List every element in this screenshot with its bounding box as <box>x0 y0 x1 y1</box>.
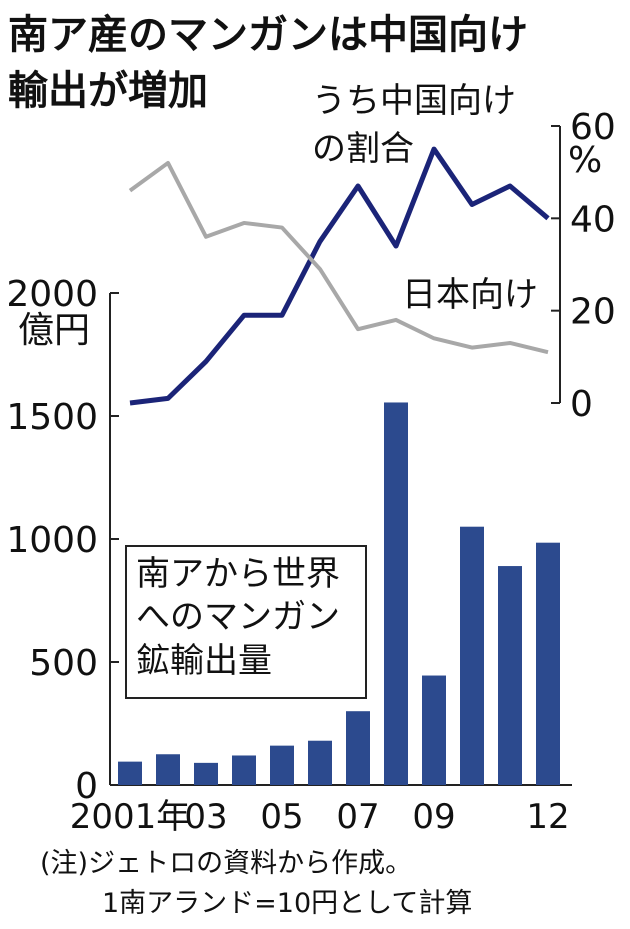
line-y-unit: % <box>568 140 602 181</box>
note-line-1: (注)ジェトロの資料から作成。 <box>40 848 412 879</box>
x-tick-label: 05 <box>260 797 303 837</box>
headline-line-2: 輸出が増加 <box>8 68 208 114</box>
x-tick-label: 03 <box>184 797 227 837</box>
bar-2008 <box>384 402 408 785</box>
x-tick-label: 12 <box>526 797 569 837</box>
bar-2001 <box>118 761 142 785</box>
bar-series <box>118 402 560 785</box>
series-label-china-line-2: の割合 <box>312 129 414 169</box>
bar-2007 <box>346 711 370 785</box>
bar-2010 <box>460 526 484 785</box>
bar-y-ticks: 0 500 1000 1500 2000 <box>6 274 119 807</box>
bar-title-line-2: へのマンガン <box>136 597 340 637</box>
note-line-2: 1南アランド=10円として計算 <box>102 888 472 919</box>
line-y-tick-label: 0 <box>570 384 593 425</box>
bar-y-unit: 億円 <box>18 310 90 351</box>
bar-y-tick-label: 0 <box>75 766 98 807</box>
bar-2002 <box>156 754 180 785</box>
x-tick-label: 09 <box>412 797 455 837</box>
bar-y-tick-label: 1000 <box>6 520 98 561</box>
bar-2011 <box>498 566 522 785</box>
china-share-line <box>129 146 550 406</box>
line-y-tick-label: 40 <box>570 199 616 240</box>
bar-y-tick-label: 500 <box>29 643 98 684</box>
bar-2004 <box>232 755 256 785</box>
bar-2009 <box>422 675 446 785</box>
bar-2012 <box>536 542 560 785</box>
bar-y-tick-label: 1500 <box>6 397 98 438</box>
x-tick-label: 2001年 <box>70 797 191 837</box>
series-label-japan: 日本向け <box>402 275 538 315</box>
bar-title-line-3: 鉱輸出量 <box>136 641 272 681</box>
x-tick-label: 07 <box>336 797 379 837</box>
japan-share-line <box>128 160 549 355</box>
series-label-china-line-1: うち中国向け <box>312 81 516 121</box>
line-y-ticks: 0 20 40 60 <box>551 107 616 425</box>
line-y-tick-label: 20 <box>570 292 616 333</box>
bar-2005 <box>270 745 294 785</box>
bar-2003 <box>194 762 218 785</box>
bar-title-box <box>125 545 367 699</box>
headline-line-1: 南ア産のマンガンは中国向け <box>8 12 528 58</box>
bar-y-tick-label: 2000 <box>6 274 98 315</box>
bar-2006 <box>308 740 332 785</box>
line-y-tick-label: 60 <box>570 107 616 148</box>
bar-title-line-1: 南アから世界 <box>136 554 340 594</box>
line-series <box>128 146 550 406</box>
